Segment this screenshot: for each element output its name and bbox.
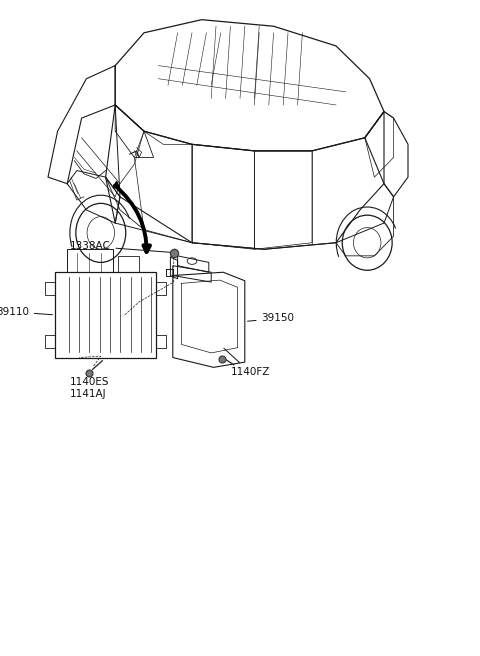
Text: 1140FZ: 1140FZ [224, 348, 270, 377]
Text: 1338AC: 1338AC [70, 241, 171, 253]
Bar [55, 272, 156, 358]
Text: 39150: 39150 [248, 314, 295, 323]
Text: 39110: 39110 [0, 307, 52, 317]
Text: 1140ES
1141AJ: 1140ES 1141AJ [70, 373, 109, 399]
